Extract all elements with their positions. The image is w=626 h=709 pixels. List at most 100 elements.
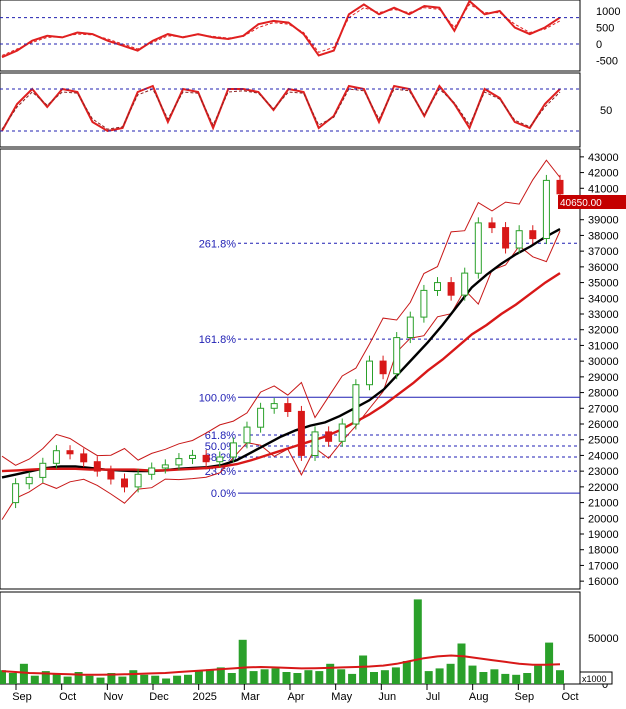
candle-body [366,360,373,386]
price-tick-label: 18000 [588,545,619,557]
price-tick-label: 30000 [588,356,619,368]
price-tick-label: 26000 [588,419,619,431]
candle-body [297,410,305,456]
top-osc-tick-label: -500 [596,56,618,68]
volume-bar [140,674,149,684]
x-tick-label: 2025 [192,691,216,703]
mid-osc-series-line [1,84,561,133]
candle-body [434,282,441,292]
volume-layer [0,599,564,684]
last-price-tag [558,195,626,209]
price-tick-label: 23000 [588,466,619,478]
volume-bar [293,673,302,684]
price-tick-label: 29000 [588,372,619,384]
candle-body [556,179,564,195]
axis-layer: 10005000-5005043000420004100040000390003… [0,6,620,703]
last-price-value: 40650.00 [560,198,602,209]
price-tick-label: 22000 [588,482,619,494]
x-tick-label: Mar [241,691,260,703]
candle-body [243,426,251,444]
x-tick-label: Jul [426,691,440,703]
candle-body [121,478,128,488]
x-tick-label: May [331,691,352,703]
moving-average-red-line [1,272,561,473]
price-tick-label: 38000 [588,230,619,242]
x-tick-label: Sep [12,691,32,703]
candle-body [542,179,550,239]
volume-bar [216,667,225,684]
candle-body [25,476,33,485]
volume-bar [173,675,182,684]
volume-bar [118,676,127,684]
volume-bar [52,673,61,684]
volume-bar [534,665,543,684]
candle-body [161,464,169,469]
volume-bar [238,639,247,684]
volume-bar [501,673,510,684]
volume-bar [468,665,477,684]
volume-bar [282,672,291,684]
top-osc-tick-label: 500 [596,23,614,35]
volume-bar [490,669,499,684]
price-tick-label: 42000 [588,168,619,180]
volume-bar [19,663,28,684]
candle-body [189,454,196,459]
candle-body [175,458,183,466]
volume-bar [402,661,411,684]
x-tick-label: Dec [149,691,169,703]
fibonacci-label: 61.8% [205,430,236,442]
candle-body [311,431,319,456]
volume-bar [512,674,521,684]
volume-bar [184,674,192,684]
volume-bar [151,675,160,684]
volume-bar [205,669,214,684]
fibonacci-layer: 261.8%161.8%100.0%61.8%50.0%38.2%23.6%0.… [199,238,580,500]
candle-body [529,230,537,240]
volume-bar [0,670,6,684]
volume-bar [260,669,269,684]
price-tick-label: 25000 [588,435,619,447]
volume-bar [96,677,105,684]
volume-bar [391,667,400,684]
price-tick-label: 41000 [588,183,619,195]
volume-bar [435,668,444,684]
volume-bar [74,672,83,684]
price-tick-label: 21000 [588,498,619,510]
price-tick-label: 24000 [588,450,619,462]
volume-bar [8,673,17,684]
price-tick-label: 37000 [588,246,619,258]
volume-tick-label: 0 [602,679,608,691]
candle-body [216,456,224,463]
volume-bar [359,655,368,684]
top-osc-tick-label: 0 [596,39,602,51]
fibonacci-label: 0.0% [211,488,236,500]
fibonacci-label: 161.8% [199,334,237,346]
top-osc-series-line [1,3,561,56]
price-tick-label: 20000 [588,513,619,525]
price-panel [0,148,581,590]
candle-body [134,473,142,488]
volume-bar [556,670,564,684]
candle-body [284,403,292,413]
candle-body [393,337,401,375]
candle-body [107,470,115,480]
price-tick-label: 27000 [588,403,619,415]
candle-body [447,282,455,296]
price-tick-label: 19000 [588,529,619,541]
price-tick-label: 28000 [588,388,619,400]
candle-body [352,384,360,425]
price-tick-label: 32000 [588,325,619,337]
fibonacci-label: 261.8% [199,238,237,250]
candle-body [502,227,510,249]
price-tick-label: 39000 [588,215,619,227]
x-tick-label: Oct [59,691,76,703]
candle-body [270,403,278,409]
volume-tick-label: 50000 [588,633,619,645]
volume-bar [63,676,72,684]
candle-body [202,454,210,463]
top-oscillator-panel [0,0,581,72]
volume-unit-box [579,671,613,685]
volume-bar [271,668,280,684]
volume-bar [348,673,357,684]
candle-body [338,423,346,442]
